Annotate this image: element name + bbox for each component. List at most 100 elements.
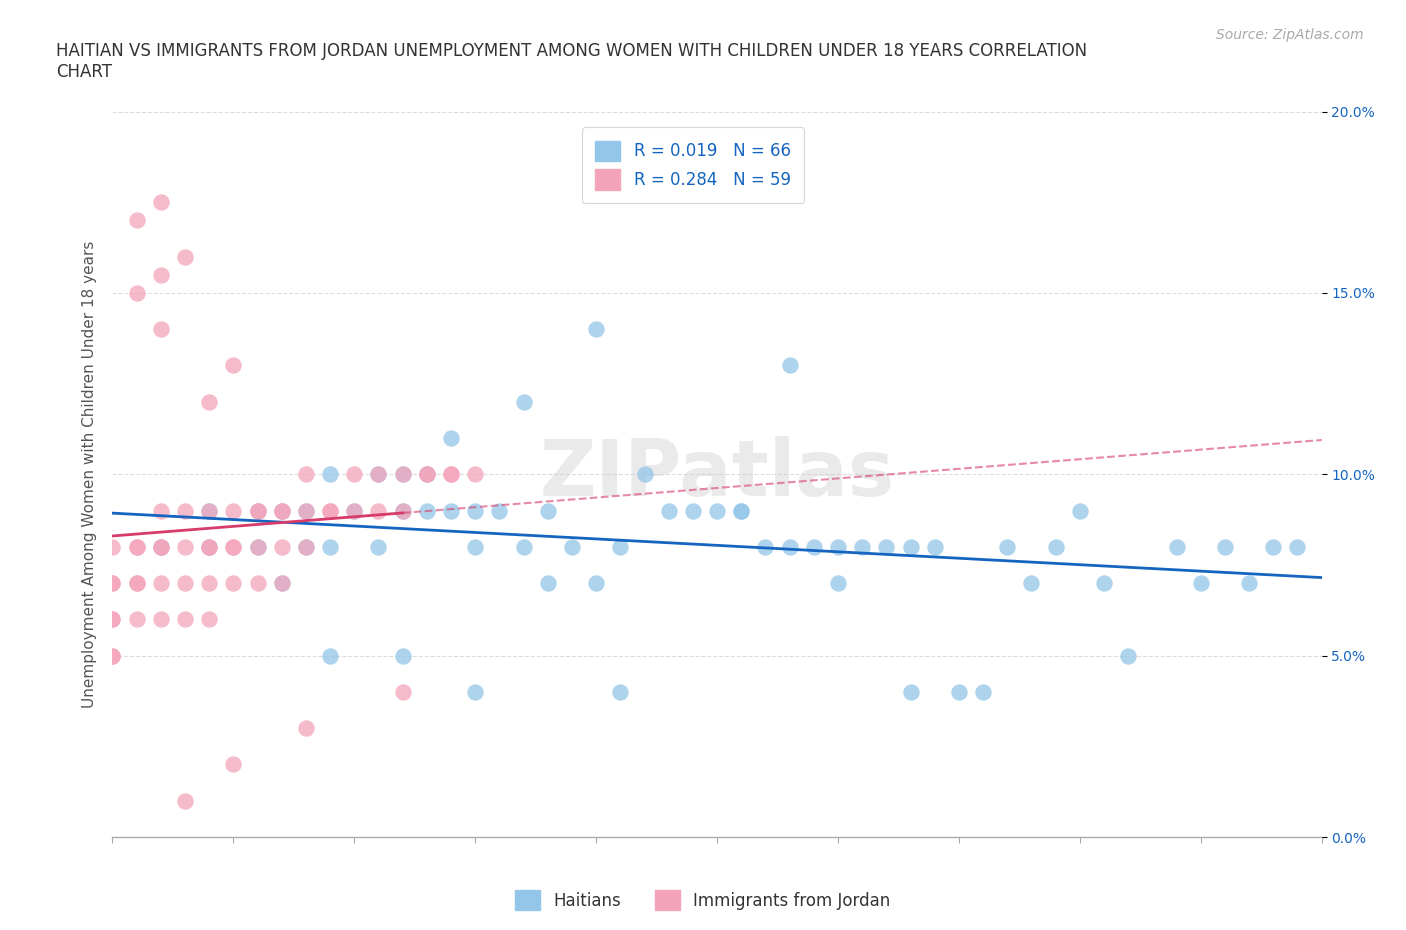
Point [537, 576, 560, 591]
Point [1189, 576, 1212, 591]
Point [270, 576, 292, 591]
Point [730, 503, 752, 518]
Point [149, 322, 172, 337]
Point [101, 576, 124, 591]
Point [754, 539, 776, 554]
Point [101, 612, 124, 627]
Point [440, 431, 463, 445]
Point [319, 539, 342, 554]
Point [1166, 539, 1188, 554]
Point [246, 539, 269, 554]
Point [295, 467, 318, 482]
Point [924, 539, 946, 554]
Point [464, 684, 486, 699]
Point [730, 503, 752, 518]
Point [658, 503, 681, 518]
Point [827, 576, 849, 591]
Point [149, 539, 172, 554]
Point [1213, 539, 1236, 554]
Point [295, 721, 318, 736]
Text: Source: ZipAtlas.com: Source: ZipAtlas.com [1216, 28, 1364, 42]
Point [198, 612, 221, 627]
Point [367, 539, 389, 554]
Point [222, 539, 245, 554]
Point [125, 612, 148, 627]
Point [416, 467, 439, 482]
Y-axis label: Unemployment Among Women with Children Under 18 years: Unemployment Among Women with Children U… [82, 241, 97, 708]
Point [682, 503, 704, 518]
Point [464, 467, 486, 482]
Point [246, 539, 269, 554]
Point [222, 539, 245, 554]
Point [488, 503, 510, 518]
Point [585, 322, 607, 337]
Point [972, 684, 994, 699]
Point [609, 539, 631, 554]
Point [633, 467, 655, 482]
Point [101, 648, 124, 663]
Point [1286, 539, 1309, 554]
Point [1092, 576, 1115, 591]
Point [1263, 539, 1285, 554]
Point [319, 503, 342, 518]
Point [174, 249, 197, 264]
Point [851, 539, 873, 554]
Point [198, 539, 221, 554]
Point [174, 793, 197, 808]
Point [125, 539, 148, 554]
Point [948, 684, 970, 699]
Point [343, 467, 366, 482]
Point [779, 358, 801, 373]
Point [343, 503, 366, 518]
Point [270, 539, 292, 554]
Text: HAITIAN VS IMMIGRANTS FROM JORDAN UNEMPLOYMENT AMONG WOMEN WITH CHILDREN UNDER 1: HAITIAN VS IMMIGRANTS FROM JORDAN UNEMPL… [56, 42, 1087, 81]
Point [246, 503, 269, 518]
Point [512, 394, 534, 409]
Point [174, 539, 197, 554]
Point [900, 684, 922, 699]
Point [391, 648, 413, 663]
Point [125, 576, 148, 591]
Point [198, 503, 221, 518]
Legend: R = 0.019   N = 66, R = 0.284   N = 59: R = 0.019 N = 66, R = 0.284 N = 59 [582, 127, 804, 203]
Point [995, 539, 1018, 554]
Point [440, 467, 463, 482]
Point [295, 503, 318, 518]
Point [149, 612, 172, 627]
Point [803, 539, 825, 554]
Point [319, 648, 342, 663]
Point [537, 503, 560, 518]
Point [149, 268, 172, 283]
Point [246, 503, 269, 518]
Point [125, 576, 148, 591]
Point [391, 684, 413, 699]
Point [246, 503, 269, 518]
Point [440, 467, 463, 482]
Point [1116, 648, 1139, 663]
Point [198, 539, 221, 554]
Point [101, 539, 124, 554]
Point [585, 576, 607, 591]
Point [1237, 576, 1260, 591]
Point [416, 503, 439, 518]
Point [125, 539, 148, 554]
Point [875, 539, 897, 554]
Point [391, 503, 413, 518]
Point [512, 539, 534, 554]
Point [609, 684, 631, 699]
Point [101, 576, 124, 591]
Point [101, 648, 124, 663]
Point [343, 503, 366, 518]
Point [270, 503, 292, 518]
Point [125, 213, 148, 228]
Point [367, 467, 389, 482]
Point [416, 467, 439, 482]
Point [900, 539, 922, 554]
Point [174, 576, 197, 591]
Point [295, 539, 318, 554]
Point [149, 195, 172, 210]
Point [149, 503, 172, 518]
Point [464, 539, 486, 554]
Point [827, 539, 849, 554]
Point [222, 503, 245, 518]
